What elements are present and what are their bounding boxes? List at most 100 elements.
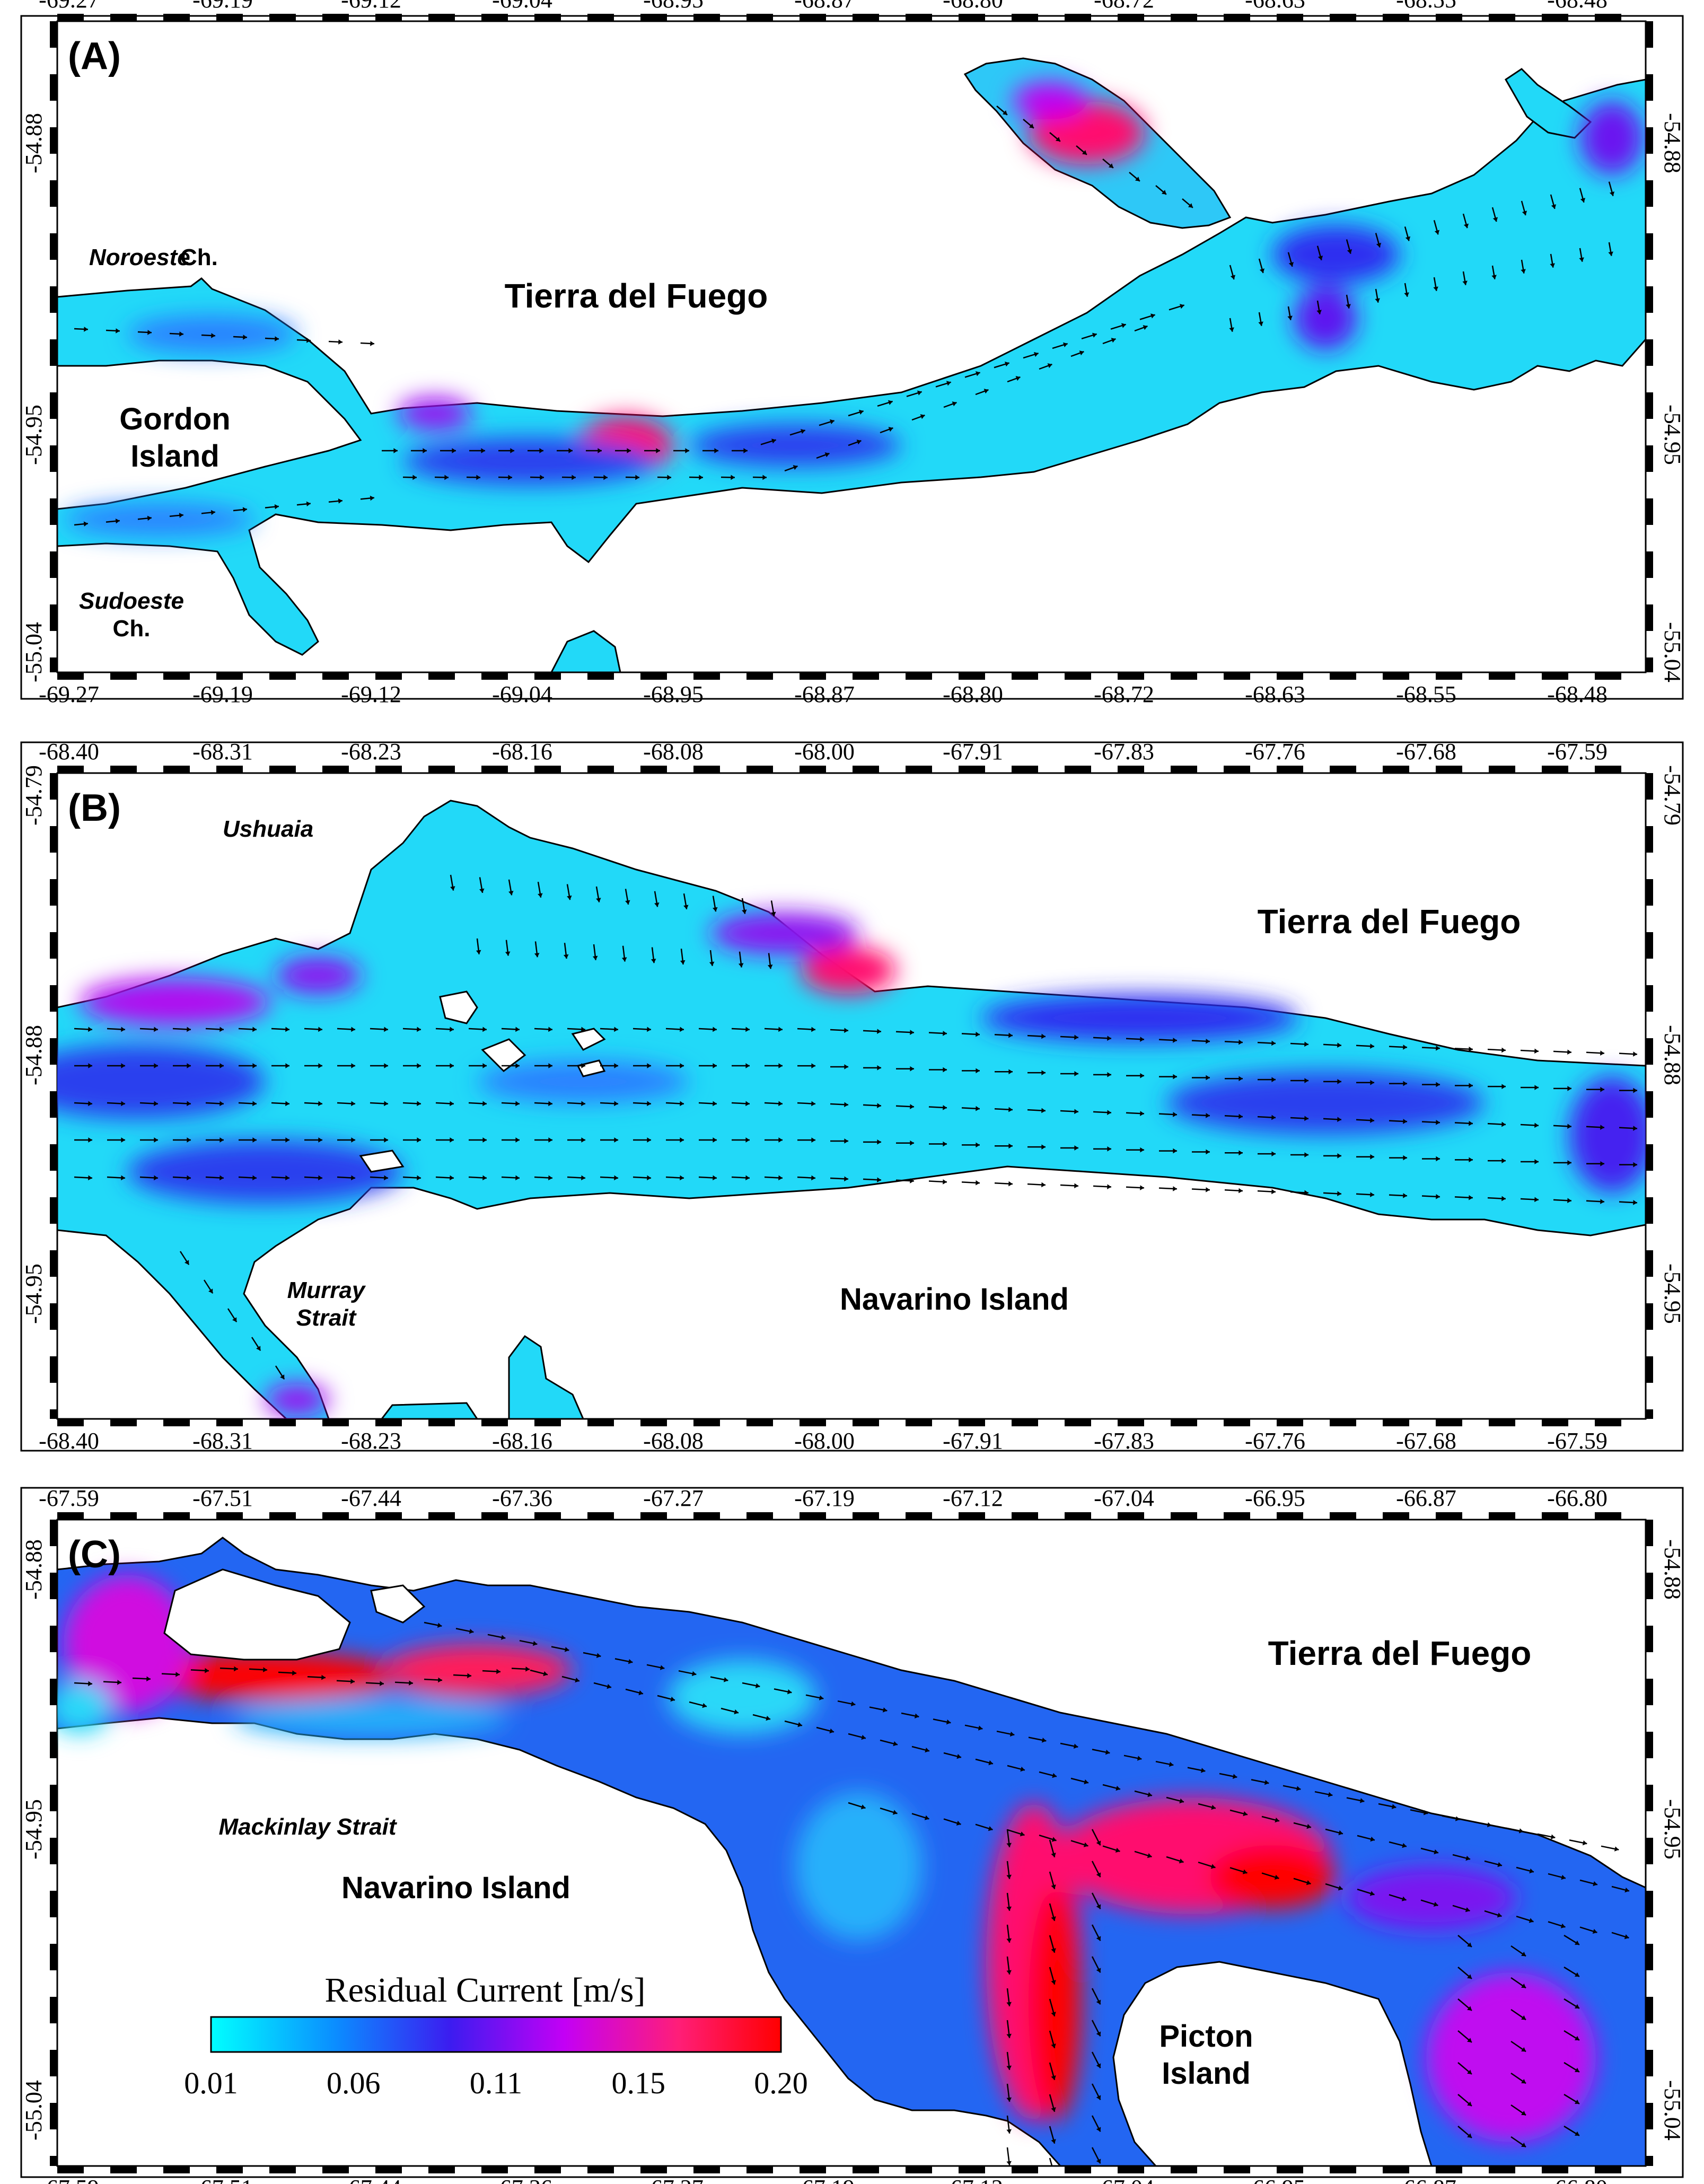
current-vector-head xyxy=(793,465,798,470)
current-vector-head xyxy=(1096,2127,1101,2132)
current-vector-head xyxy=(647,1027,651,1032)
frame-stripe xyxy=(1012,2166,1038,2173)
bottom-tick-label: -68.55 xyxy=(1396,681,1456,707)
bottom-tick-label: -68.48 xyxy=(1547,681,1608,707)
current-vector-head xyxy=(1006,1906,1012,1911)
place-label: Island xyxy=(130,439,219,473)
frame-stripe xyxy=(693,1512,720,1520)
frame-stripe xyxy=(746,766,773,773)
current-vector-head xyxy=(1006,2161,1012,2165)
frame-stripe xyxy=(163,766,190,773)
current-vector-head xyxy=(1567,1160,1571,1165)
frame-stripe xyxy=(481,766,508,773)
current-vector-head xyxy=(515,1027,520,1032)
current-vector-head xyxy=(1029,124,1034,128)
current-vector-head xyxy=(1436,1119,1440,1125)
current-vector-head xyxy=(306,338,311,343)
top-tick-label: -69.19 xyxy=(192,0,253,13)
current-vector-head xyxy=(437,1622,442,1628)
current-vector-head xyxy=(888,400,893,405)
current-vector-head xyxy=(1271,1040,1276,1046)
panel-c xyxy=(20,1487,1684,2178)
top-tick-label: -68.87 xyxy=(794,0,855,13)
frame-stripe xyxy=(50,1197,57,1224)
current-vector-head xyxy=(219,1063,224,1068)
current-vector-head xyxy=(1173,1186,1177,1191)
current-vector-head xyxy=(1467,2069,1472,2074)
frame-stripe xyxy=(1646,1197,1653,1224)
current-vector-head xyxy=(481,448,485,453)
frame-stripe xyxy=(853,2166,879,2173)
bottom-tick-label: -67.51 xyxy=(192,2175,253,2184)
current-vector-head xyxy=(1243,1811,1248,1817)
frame-stripe xyxy=(1436,1419,1462,1426)
right-tick-label: -54.95 xyxy=(1659,405,1685,465)
current-vector-head xyxy=(976,1031,980,1037)
current-vector-head xyxy=(1521,2015,1526,2020)
frame-stripe xyxy=(693,2166,720,2173)
current-vector-head xyxy=(467,1673,471,1679)
bottom-tick-label: -67.36 xyxy=(492,2175,552,2184)
frame-stripe xyxy=(50,339,57,366)
frame-stripe xyxy=(1646,286,1653,313)
frame-stripe xyxy=(1646,1732,1653,1758)
frame-stripe xyxy=(1171,14,1197,21)
current-vector-head xyxy=(917,390,922,396)
place-label: Tierra del Fuego xyxy=(1258,902,1521,941)
frame-stripe xyxy=(1436,1512,1462,1520)
current-vector-head xyxy=(1051,2107,1056,2112)
frame-stripe xyxy=(163,2166,190,2173)
current-vector-head xyxy=(1275,1817,1279,1823)
frame-stripe xyxy=(216,766,243,773)
current-vector-head xyxy=(1092,332,1097,338)
current-vector-head xyxy=(1550,263,1555,268)
current-vector-head xyxy=(1084,1779,1088,1785)
current-vector-head xyxy=(1582,1840,1587,1846)
colorbar-tick-label: 0.20 xyxy=(754,2066,808,2100)
frame-stripe xyxy=(1277,1419,1303,1426)
current-vector-head xyxy=(1074,1145,1078,1151)
current-vector-head xyxy=(210,510,215,515)
frame-stripe xyxy=(110,1512,137,1520)
current-vector-head xyxy=(1173,1038,1177,1043)
place-label: Tierra del Fuego xyxy=(1268,1634,1532,1672)
current-vector-head xyxy=(1633,1051,1637,1057)
current-vector-head xyxy=(1487,1822,1492,1828)
frame-stripe xyxy=(1489,672,1515,680)
current-vector-head xyxy=(1574,2004,1579,2008)
frame-stripe xyxy=(216,672,243,680)
current-vector-head xyxy=(450,886,455,891)
current-vector-head xyxy=(1179,1858,1184,1864)
frame-stripe xyxy=(1646,233,1653,260)
current-vector-head xyxy=(306,501,311,507)
current-vector-head xyxy=(1579,257,1584,262)
place-label: Navarino Island xyxy=(840,1282,1069,1317)
current-vector-head xyxy=(1015,376,1021,381)
current-vector-head xyxy=(1600,1161,1604,1166)
current-vector-head xyxy=(1614,1846,1619,1852)
frame-stripe xyxy=(216,14,243,21)
current-vector-head xyxy=(787,1689,792,1695)
current-vector-head xyxy=(384,1063,388,1068)
current-vector-head xyxy=(351,1175,355,1181)
current-vector-head xyxy=(84,327,88,332)
current-vector-head xyxy=(1173,1148,1177,1154)
current-vector-head xyxy=(88,1175,92,1181)
current-vector-head xyxy=(1574,2131,1579,2136)
frame-stripe xyxy=(1065,672,1091,680)
frame-stripe xyxy=(50,1038,57,1065)
frame-stripe xyxy=(693,672,720,680)
current-vector-head xyxy=(1107,1146,1111,1152)
current-vector-head xyxy=(1501,1121,1506,1127)
current-vector-head xyxy=(252,1101,257,1107)
current-vector-head xyxy=(575,1677,579,1683)
frame-stripe xyxy=(481,14,508,21)
current-vector-head xyxy=(976,1142,980,1148)
frame-stripe xyxy=(216,1512,243,1520)
current-vector-head xyxy=(351,1063,355,1068)
current-vector-head xyxy=(976,1180,980,1186)
panel-a xyxy=(20,15,1684,700)
current-vector-head xyxy=(292,1670,296,1676)
current-vector-head xyxy=(232,1317,237,1322)
current-vector-head xyxy=(318,1137,322,1143)
